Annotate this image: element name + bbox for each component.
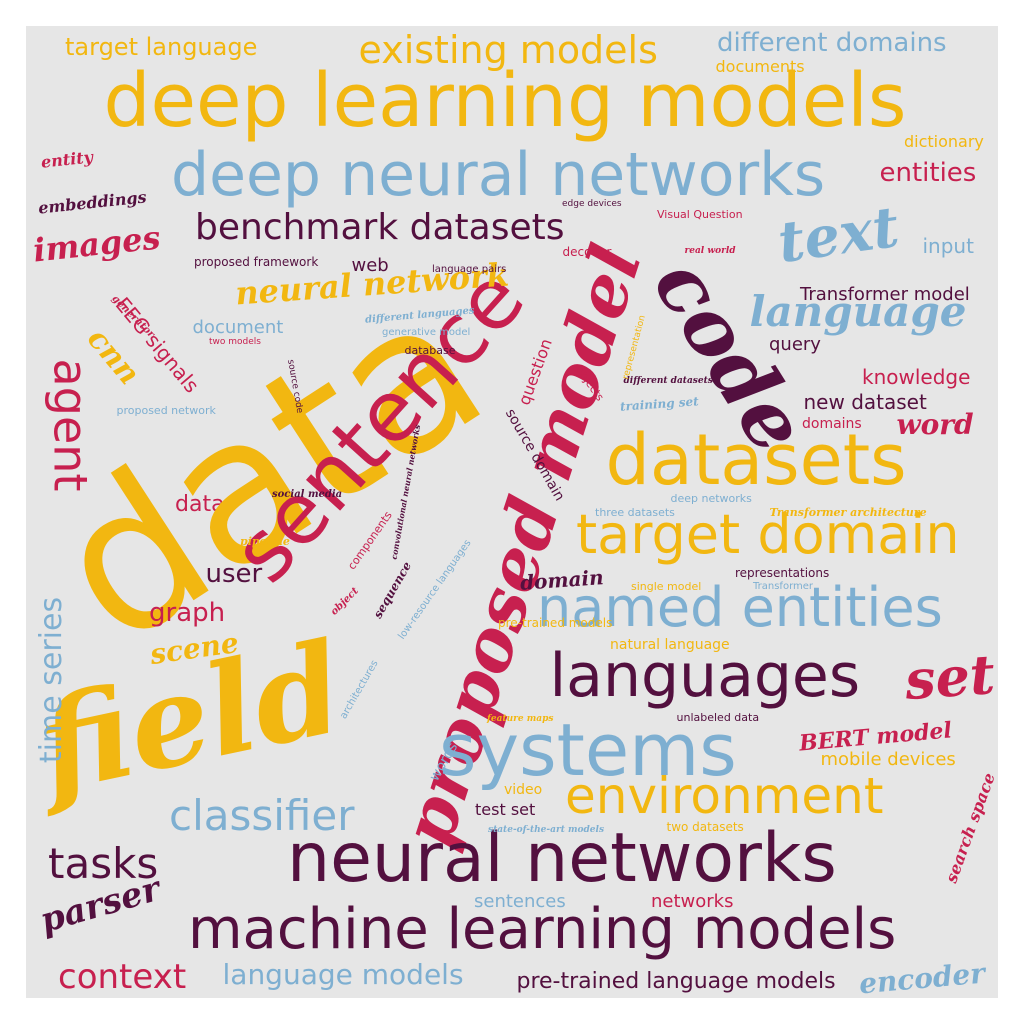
word-embeddings: embeddings [36,187,147,218]
word-edge-devices: edge devices [562,198,622,209]
word-domain: domain [519,565,605,595]
word-proposed-framework: proposed framework [194,255,319,269]
word-entities: entities [879,158,977,188]
word-single-model: single model [631,579,702,593]
word-language-models: language models [222,958,464,991]
word-input: input [922,234,974,258]
word-set: set [902,641,997,713]
word-text: text [773,193,903,277]
word-transformer: Transformer [753,581,814,592]
word-transformer-architecture: Transformer architecture [769,505,927,519]
word-new-dataset: new dataset [803,390,927,414]
word-natural-language: natural language [610,637,730,653]
word-deep-neural-networks: deep neural networks [171,140,826,210]
word-target-domain: target domain [576,503,960,566]
word-video: video [504,782,543,798]
word-mobile-devices: mobile devices [820,749,956,770]
word-dictionary: dictionary [904,132,984,151]
word-training-set: training set [619,394,699,414]
word-state-of-the-art-models: state-of-the-art models [488,824,605,835]
word-pipeline: pipeline [240,534,290,548]
word-named-entities: named entities [537,576,943,639]
word-entity: entity [40,147,94,172]
word-search-space: search space [941,770,998,886]
word-domains: domains [802,416,862,432]
word-two-models: two models [209,336,261,347]
word-visual-question: Visual Question [657,207,743,221]
word-encoder: encoder [857,956,987,998]
word-architectures: architectures [338,658,381,721]
word-machine-learning-models: machine learning models [188,897,897,962]
word-images: images [31,218,163,270]
word-language: language [749,287,967,336]
word-target-language: target language [65,33,258,61]
word-feature-maps: feature maps [487,713,554,724]
word-proposed-network: proposed network [116,403,216,417]
word-user: user [205,559,263,589]
word-data: data [175,492,225,517]
word-decoder: decoder [562,245,612,259]
word-agent: agent [42,358,97,492]
word-document: document [192,317,284,338]
word-sentences: sentences [474,891,566,912]
word-languages: languages [549,641,861,711]
word-two-datasets: two datasets [666,820,744,834]
word-different-datasets: different datasets [623,375,713,386]
word-neural-networks: neural networks [287,819,837,898]
word-systems: systems [439,708,737,792]
word-three-datasets: three datasets [595,505,675,519]
word-generative-model: generative model [382,327,471,338]
word-object: object [328,585,361,618]
word-networks: networks [651,891,734,912]
word-social-media: social media [272,489,343,500]
word-time-series: time series [34,596,70,764]
word-environment: environment [565,767,884,825]
word-real-world: real world [684,245,736,256]
word-pre-trained-language-models: pre-trained language models [516,969,836,994]
word-database: database [404,343,456,357]
word-transformer-model: Transformer model [800,284,970,305]
word-web: web [351,255,389,276]
word-benchmark-datasets: benchmark datasets [195,207,565,248]
word-documents: documents [715,57,805,76]
word-representations: representations [735,566,830,580]
word-context: context [58,957,187,997]
word-cloud: data data field proposed model sentence code d… [26,26,998,998]
word-deep-networks: deep networks [670,491,752,505]
word-datasets: datasets [605,419,907,501]
word-different-domains: different domains [717,28,947,58]
word-unlabeled-data: unlabeled data [676,710,760,724]
word-classifier: classifier [169,791,355,840]
word-pre-trained-models: pre-trained models [498,616,613,630]
word-tasks: tasks [48,839,159,888]
word-graph: graph [149,598,226,628]
word-knowledge: knowledge [862,365,971,389]
word-sequence: sequence [370,559,414,621]
word-existing-models: existing models [358,28,658,72]
word-query: query [769,334,821,355]
word-language-pairs: language pairs [432,264,507,275]
word-word: word [896,408,974,441]
word-deep-learning-models: deep learning models [103,58,907,144]
word-test-set: test set [475,800,536,819]
